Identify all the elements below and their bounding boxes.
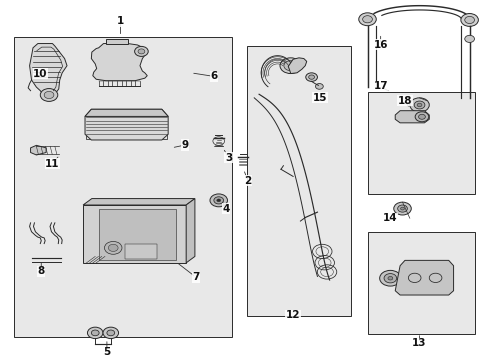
Bar (99, 208, 176, 260)
Circle shape (413, 101, 424, 109)
Circle shape (44, 91, 54, 99)
Circle shape (393, 202, 410, 215)
Circle shape (280, 58, 301, 73)
Polygon shape (106, 39, 127, 44)
Text: 8: 8 (38, 266, 45, 276)
Circle shape (308, 75, 314, 79)
Circle shape (40, 89, 58, 102)
Circle shape (216, 199, 220, 202)
Circle shape (460, 14, 477, 26)
Polygon shape (394, 111, 428, 123)
Bar (246, 46, 351, 316)
Bar (368, 232, 474, 334)
Text: 18: 18 (397, 96, 411, 106)
Circle shape (91, 330, 99, 336)
Text: 9: 9 (181, 140, 188, 150)
Bar (83, 205, 186, 263)
Polygon shape (394, 260, 453, 295)
Text: 1: 1 (117, 16, 124, 26)
Bar (368, 93, 474, 194)
Text: 3: 3 (224, 153, 232, 163)
Text: 14: 14 (382, 213, 397, 223)
Bar (86, 116, 166, 139)
Circle shape (464, 17, 473, 23)
Circle shape (104, 242, 122, 254)
Circle shape (107, 330, 115, 336)
Circle shape (358, 13, 375, 26)
Circle shape (418, 114, 425, 119)
Polygon shape (85, 109, 168, 140)
Text: 4: 4 (222, 203, 229, 213)
Circle shape (209, 194, 227, 207)
Polygon shape (30, 145, 46, 155)
Circle shape (383, 274, 396, 283)
Text: 16: 16 (373, 40, 387, 50)
Circle shape (379, 270, 400, 286)
Circle shape (400, 207, 404, 210)
Text: 7: 7 (192, 272, 199, 282)
Circle shape (409, 98, 428, 112)
Circle shape (103, 327, 118, 339)
Polygon shape (30, 44, 67, 96)
Text: 11: 11 (45, 158, 60, 168)
Text: 12: 12 (285, 310, 300, 320)
Bar (407, 266, 421, 289)
Text: 17: 17 (372, 81, 387, 91)
Circle shape (108, 244, 118, 251)
Circle shape (138, 49, 144, 54)
Bar (125, 244, 157, 258)
Circle shape (362, 16, 372, 23)
Circle shape (134, 46, 148, 57)
Text: 13: 13 (411, 338, 426, 348)
Circle shape (414, 112, 428, 122)
Polygon shape (85, 109, 168, 116)
Bar (14, 37, 232, 337)
Text: 2: 2 (244, 176, 251, 186)
Text: 15: 15 (312, 93, 326, 103)
Circle shape (416, 103, 421, 107)
Text: 10: 10 (33, 68, 47, 78)
Circle shape (315, 84, 323, 89)
Circle shape (305, 73, 317, 81)
Circle shape (464, 35, 473, 42)
Polygon shape (83, 199, 195, 205)
Circle shape (284, 61, 297, 71)
Polygon shape (186, 199, 195, 263)
Circle shape (213, 197, 223, 204)
Bar (427, 266, 442, 289)
Text: 5: 5 (103, 347, 110, 357)
Polygon shape (287, 58, 306, 73)
Circle shape (87, 327, 103, 339)
Circle shape (387, 276, 392, 280)
Polygon shape (91, 44, 147, 81)
Text: 6: 6 (210, 71, 217, 81)
Circle shape (397, 205, 407, 212)
